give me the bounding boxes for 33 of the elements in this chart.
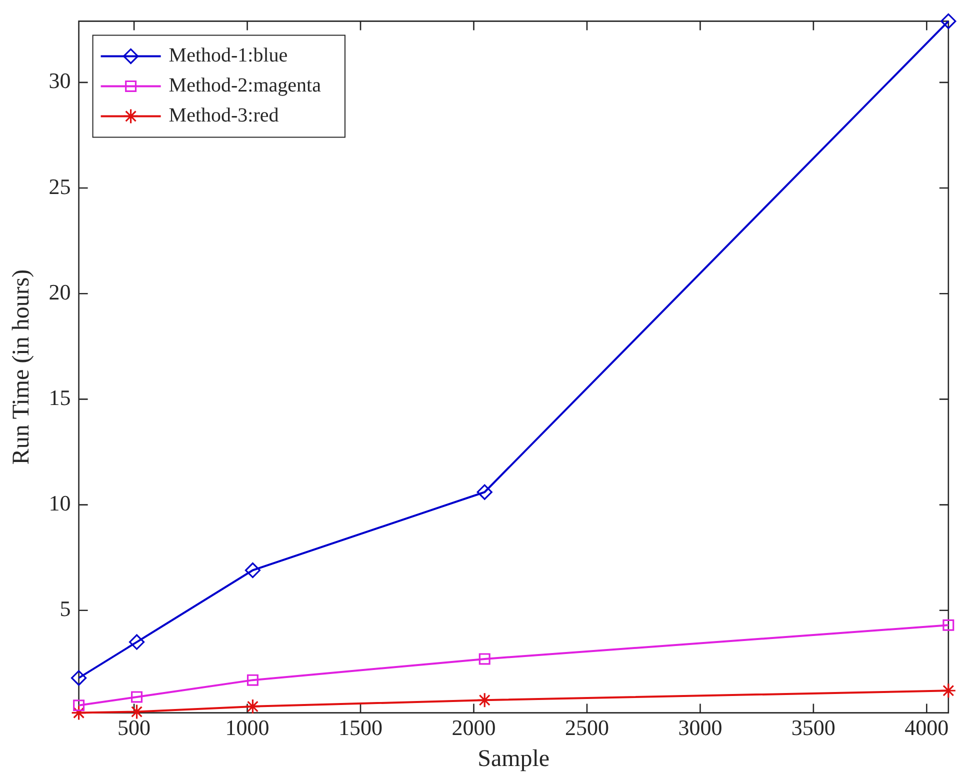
point [71, 705, 87, 721]
y-axis-title: Run Time (in hours) [8, 269, 35, 465]
x-tick-label: 3000 [678, 714, 722, 740]
point [244, 562, 261, 578]
x-tick-label: 4000 [904, 714, 949, 740]
y-tick-label: 30 [48, 68, 71, 94]
y-tick-label: 25 [48, 174, 71, 199]
point [476, 692, 492, 708]
y-tick-label: 10 [48, 490, 71, 516]
y-tick-label: 20 [48, 279, 71, 304]
legend-label: Method-2:magenta [168, 74, 322, 96]
x-tick-label: 1000 [225, 714, 270, 740]
x-tick-label: 3500 [791, 714, 836, 740]
point [73, 700, 85, 712]
legend-label: Method-3:red [168, 104, 279, 126]
x-tick-label: 2500 [564, 714, 609, 740]
x-tick-label: 1500 [338, 714, 383, 740]
y-tick-label: 15 [48, 384, 71, 410]
point [942, 619, 954, 631]
point [71, 670, 87, 686]
point [940, 13, 956, 29]
x-tick-label: 500 [118, 714, 151, 740]
point [476, 484, 492, 500]
point [244, 698, 261, 714]
point [246, 674, 258, 686]
point [131, 691, 143, 703]
y-tick-label: 5 [60, 596, 71, 622]
legend-label: Method-1:blue [168, 44, 288, 66]
point [478, 653, 490, 665]
x-axis-title: Sample [478, 746, 550, 772]
x-tick-label: 2000 [452, 714, 496, 740]
point [128, 634, 145, 650]
point [940, 682, 956, 698]
